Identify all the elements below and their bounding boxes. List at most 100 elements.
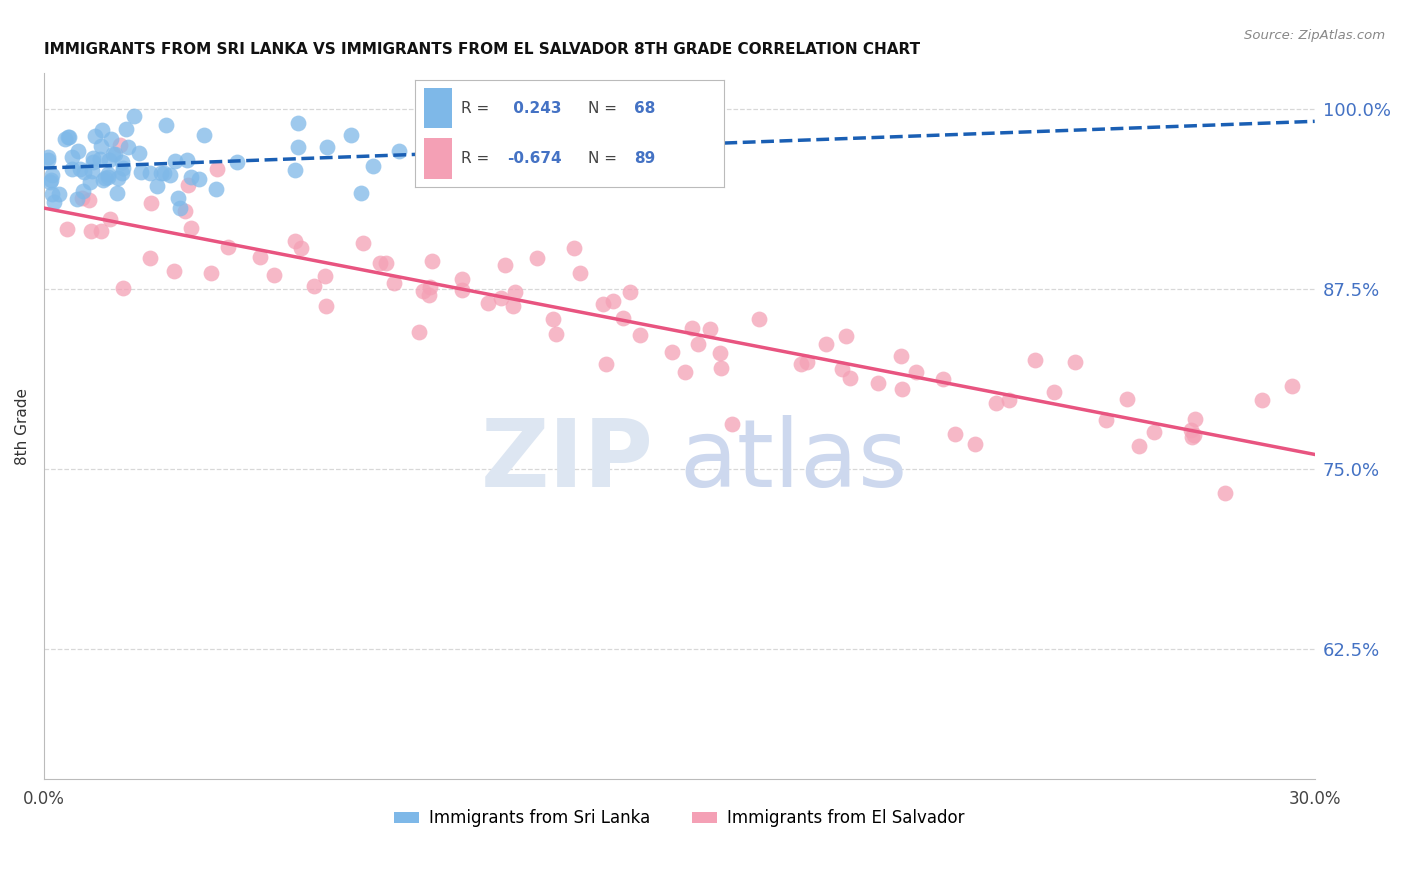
Point bbox=[814, 337, 837, 351]
Point bbox=[1181, 430, 1204, 444]
Point bbox=[180, 221, 202, 235]
Point bbox=[419, 279, 441, 293]
Point bbox=[904, 365, 927, 379]
Point bbox=[37, 150, 59, 164]
Point bbox=[494, 258, 516, 272]
Point bbox=[159, 168, 181, 182]
Point bbox=[180, 170, 202, 185]
Point bbox=[709, 360, 731, 375]
Point bbox=[163, 264, 186, 278]
Point bbox=[72, 184, 94, 198]
Point bbox=[412, 285, 434, 299]
Point bbox=[91, 123, 114, 137]
Point bbox=[205, 162, 228, 177]
Point bbox=[141, 195, 163, 210]
Point bbox=[111, 154, 134, 169]
Point bbox=[263, 268, 285, 282]
Point bbox=[139, 166, 162, 180]
Text: Source: ZipAtlas.com: Source: ZipAtlas.com bbox=[1244, 29, 1385, 42]
Point bbox=[891, 382, 914, 396]
Point bbox=[284, 234, 307, 248]
Text: atlas: atlas bbox=[679, 416, 907, 508]
Point bbox=[79, 175, 101, 189]
Point bbox=[163, 153, 186, 168]
Point bbox=[831, 361, 853, 376]
Point bbox=[290, 241, 312, 255]
Point bbox=[97, 167, 120, 181]
Point bbox=[107, 170, 129, 185]
Point bbox=[546, 326, 568, 341]
Point bbox=[363, 159, 385, 173]
Point bbox=[839, 370, 862, 384]
Point bbox=[225, 155, 247, 169]
Point bbox=[835, 328, 858, 343]
Point bbox=[890, 349, 912, 363]
Point bbox=[38, 175, 60, 189]
Point bbox=[108, 138, 131, 153]
Text: ZIP: ZIP bbox=[481, 416, 654, 508]
Point bbox=[44, 194, 66, 209]
Text: R =: R = bbox=[461, 151, 495, 166]
Point bbox=[595, 357, 617, 371]
Text: IMMIGRANTS FROM SRI LANKA VS IMMIGRANTS FROM EL SALVADOR 8TH GRADE CORRELATION C: IMMIGRANTS FROM SRI LANKA VS IMMIGRANTS … bbox=[44, 42, 920, 57]
Point bbox=[101, 146, 124, 161]
Point bbox=[477, 295, 499, 310]
Point bbox=[284, 162, 307, 177]
Point bbox=[60, 161, 83, 176]
Point bbox=[418, 288, 440, 302]
Point bbox=[375, 256, 398, 270]
Point bbox=[932, 372, 955, 386]
Point bbox=[105, 186, 128, 200]
Point bbox=[56, 222, 79, 236]
Point bbox=[205, 182, 228, 196]
Point bbox=[619, 285, 641, 299]
Point bbox=[176, 153, 198, 168]
Text: 89: 89 bbox=[634, 151, 655, 166]
Text: N =: N = bbox=[588, 151, 621, 166]
Point bbox=[114, 122, 136, 136]
Point bbox=[187, 171, 209, 186]
Point bbox=[1213, 486, 1236, 500]
Point bbox=[503, 285, 526, 300]
Point bbox=[688, 336, 710, 351]
Point bbox=[91, 173, 114, 187]
Point bbox=[37, 153, 59, 168]
Point bbox=[709, 345, 731, 359]
Point bbox=[569, 266, 592, 280]
Point bbox=[98, 211, 121, 226]
Point bbox=[721, 417, 744, 431]
Point bbox=[82, 163, 104, 178]
Point bbox=[287, 140, 309, 154]
Point bbox=[79, 224, 101, 238]
Point bbox=[104, 146, 127, 161]
Point bbox=[111, 281, 134, 295]
Point bbox=[146, 179, 169, 194]
Point bbox=[437, 142, 460, 156]
Point bbox=[1251, 392, 1274, 407]
Point bbox=[943, 426, 966, 441]
Legend: Immigrants from Sri Lanka, Immigrants from El Salvador: Immigrants from Sri Lanka, Immigrants fr… bbox=[388, 803, 972, 834]
Point bbox=[73, 165, 96, 179]
Bar bbox=[425, 87, 451, 128]
Point bbox=[408, 325, 430, 339]
Point bbox=[67, 145, 90, 159]
Point bbox=[868, 376, 890, 390]
Point bbox=[90, 138, 112, 153]
Point bbox=[41, 169, 63, 183]
Point bbox=[90, 224, 112, 238]
Point bbox=[1043, 385, 1066, 400]
Point bbox=[128, 145, 150, 160]
Point bbox=[70, 191, 93, 205]
Point bbox=[122, 109, 145, 123]
Point bbox=[388, 145, 411, 159]
Text: R =: R = bbox=[461, 101, 495, 116]
Point bbox=[153, 165, 176, 179]
Point bbox=[193, 128, 215, 143]
Point bbox=[368, 255, 391, 269]
Point bbox=[1128, 439, 1150, 453]
Point bbox=[1024, 352, 1046, 367]
Point bbox=[1115, 392, 1137, 407]
Point bbox=[287, 116, 309, 130]
Point bbox=[302, 279, 325, 293]
Point bbox=[39, 173, 62, 187]
